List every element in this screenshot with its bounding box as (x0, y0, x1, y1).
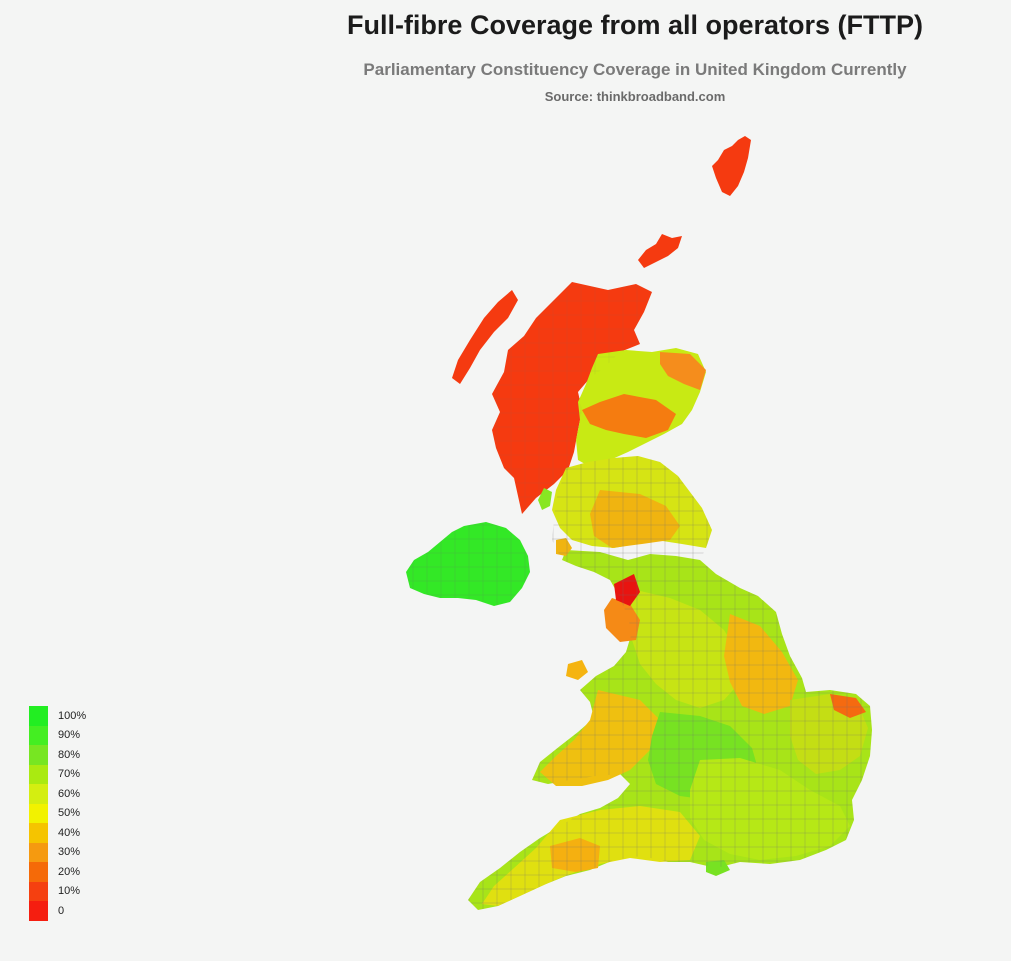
legend-swatch (29, 725, 48, 745)
map-source: Source: thinkbroadband.com (544, 89, 726, 104)
shetland-region[interactable] (712, 136, 751, 196)
legend-label: 50% (58, 807, 81, 820)
legend-item: 60% (29, 784, 86, 804)
legend-swatch (29, 803, 48, 823)
legend-swatch (29, 764, 48, 784)
legend-item: 40% (29, 823, 86, 843)
legend-item: 70% (29, 764, 86, 784)
legend-item: 0 (29, 901, 86, 921)
legend-swatch (29, 823, 48, 843)
legend-label: 0 (58, 904, 65, 917)
legend-swatch (29, 862, 48, 882)
legend-item: 90% (29, 725, 86, 745)
legend-label: 90% (58, 729, 81, 742)
outer-hebrides-region[interactable] (452, 290, 518, 384)
legend-label: 100% (58, 709, 87, 722)
orkney-region[interactable] (638, 234, 682, 268)
legend-item: 10% (29, 881, 86, 901)
map-subtitle: Parliamentary Constituency Coverage in U… (363, 60, 907, 79)
map-title: Full-fibre Coverage from all operators (… (346, 10, 924, 40)
legend-item: 50% (29, 803, 86, 823)
legend-swatch (29, 784, 48, 804)
legend-label: 30% (58, 846, 81, 859)
legend-swatch (29, 901, 48, 921)
legend-label: 20% (58, 865, 81, 878)
legend-item: 20% (29, 862, 86, 882)
legend-label: 10% (58, 885, 81, 898)
legend-item: 80% (29, 745, 86, 765)
legend-swatch (29, 881, 48, 901)
legend-swatch (29, 706, 48, 726)
legend-label: 70% (58, 768, 81, 781)
color-legend: 100% 90% 80% 70% 60% 50% 40% 30% 20% 10% 0 (29, 706, 86, 921)
legend-item: 100% (29, 706, 86, 726)
legend-item: 30% (29, 842, 86, 862)
constituency-borders (406, 282, 872, 910)
legend-label: 40% (58, 826, 81, 839)
legend-label: 60% (58, 787, 81, 800)
legend-swatch (29, 842, 48, 862)
legend-label: 80% (58, 748, 81, 761)
legend-swatch (29, 745, 48, 765)
